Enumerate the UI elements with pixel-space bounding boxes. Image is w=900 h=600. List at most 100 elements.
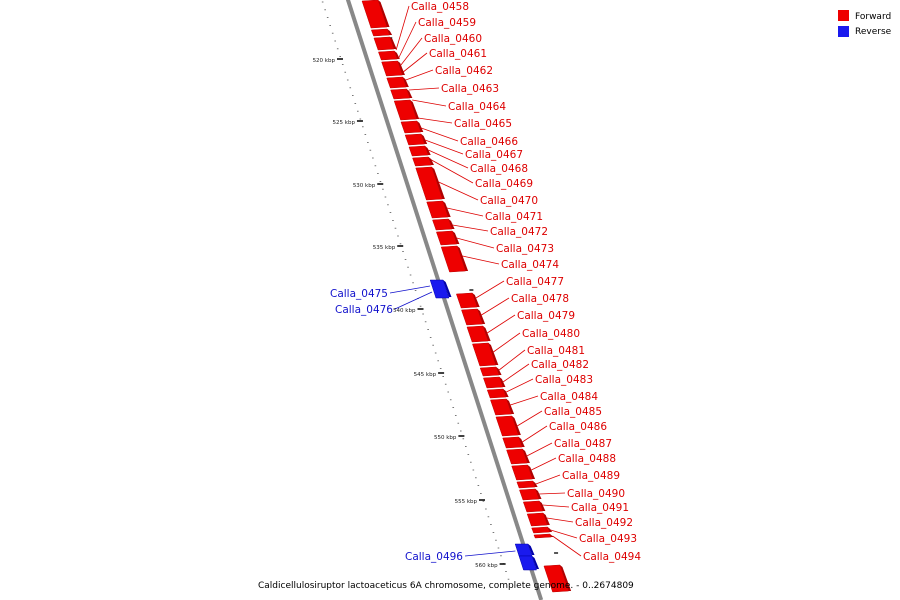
gene-label-forward[interactable]: Calla_0494 [583,551,641,563]
gene-label-forward[interactable]: Calla_0471 [485,211,543,223]
gene-label-forward[interactable]: Calla_0493 [579,533,637,545]
tick-label: 530 kbp [353,183,376,189]
labels-layer: Calla_0458 Calla_0459 Calla_0460 Calla_0461… [330,1,641,563]
gene-block-shade [394,51,400,59]
forward-gene-block[interactable] [378,50,398,61]
forward-gene-block[interactable] [486,388,507,399]
gene-block-shade [452,231,460,244]
leader-line [531,457,557,471]
tick-label: 545 kbp [414,372,437,378]
leader-line [542,504,570,508]
tick-label: 550 kbp [434,435,457,441]
gene-label-forward[interactable]: Calla_0481 [527,345,585,357]
legend-reverse-swatch [838,26,849,37]
gene-block-shade [528,544,535,555]
forward-gene-block[interactable] [408,145,429,157]
tick-label: 540 kbp [393,308,416,314]
gene-block-shade [443,280,452,297]
reverse-gene-block[interactable] [518,555,537,571]
reverse-gene-block[interactable] [429,279,450,299]
legend: Forward Reverse [838,10,892,37]
forward-gene-block[interactable] [412,156,432,167]
gene-block-shade [457,246,469,271]
gene-label-forward[interactable]: Calla_0484 [540,391,598,403]
gene-label-forward[interactable]: Calla_0462 [435,65,493,77]
leader-line [522,425,548,443]
gene-block-shade [406,89,413,98]
gene-block-shade [506,399,515,414]
gene-block-shade [389,37,397,49]
gene-block-shade [499,377,506,387]
gene-label-forward[interactable]: Calla_0490 [567,488,625,500]
forward-gene-block[interactable] [516,480,536,489]
gene-label-forward[interactable]: Calla_0482 [531,359,589,371]
gene-label-forward[interactable]: Calla_0464 [448,101,506,113]
gene-label-forward[interactable]: Calla_0461 [429,48,487,60]
gene-label-forward[interactable]: Calla_0468 [470,163,528,175]
legend-forward-label: Forward [855,12,891,22]
gene-label-forward[interactable]: Calla_0491 [571,502,629,514]
forward-gene-block[interactable] [533,533,552,539]
leader-line [506,378,534,393]
leader-line [552,535,582,557]
tick-label: 535 kbp [373,245,396,251]
gene-label-forward[interactable]: Calla_0463 [441,83,499,95]
gene-block-shade [549,534,554,537]
gene-label-forward[interactable]: Calla_0480 [522,328,580,340]
leader-line [526,442,553,457]
gene-label-forward[interactable]: Calla_0483 [535,374,593,386]
gene-block-shade [547,527,553,532]
forward-gene-block[interactable] [393,99,417,121]
features-layer [361,0,572,593]
gene-label-forward[interactable]: Calla_0477 [506,276,564,288]
leader-line [502,363,530,383]
gene-label-forward[interactable]: Calla_0465 [454,118,512,130]
leader-line [412,99,447,107]
gene-block-shade [482,326,491,341]
gene-block-shade [387,29,393,35]
gene-block-shade [539,501,546,511]
gene-label-forward[interactable]: Calla_0467 [465,149,523,161]
leader-line [535,474,561,485]
gene-label-reverse[interactable]: Calla_0476 [335,304,393,316]
gene-label-forward[interactable]: Calla_0479 [517,310,575,322]
leader-line [452,224,489,232]
forward-gene-block[interactable] [370,28,390,37]
gene-label-forward[interactable]: Calla_0460 [424,33,482,45]
gene-label-forward[interactable]: Calla_0487 [554,438,612,450]
gene-label-forward[interactable]: Calla_0458 [411,1,469,13]
gene-label-forward[interactable]: Calla_0489 [562,470,620,482]
leader-line [421,127,459,142]
leader-line [498,349,526,371]
genome-caption: Caldicellulosiruptor lactoaceticus 6A ch… [258,581,634,591]
gene-block-shade [428,157,434,165]
leader-line [405,69,434,81]
leader-line [516,410,543,427]
forward-gene-block[interactable] [390,88,411,100]
gene-block-shade [518,437,525,447]
gene-block-shade [410,100,420,119]
legend-reverse-label: Reverse [855,27,892,37]
gene-label-forward[interactable]: Calla_0459 [418,17,476,29]
gene-label-reverse[interactable]: Calla_0475 [330,288,388,300]
gene-label-reverse[interactable]: Calla_0496 [405,551,463,563]
gene-block-shade [503,389,509,397]
forward-gene-block[interactable] [495,415,519,437]
gene-label-forward[interactable]: Calla_0469 [475,178,533,190]
gene-label-forward[interactable]: Calla_0485 [544,406,602,418]
gene-label-forward[interactable]: Calla_0474 [501,259,559,271]
gene-label-forward[interactable]: Calla_0486 [549,421,607,433]
gene-label-forward[interactable]: Calla_0478 [511,293,569,305]
gene-label-forward[interactable]: Calla_0472 [490,226,548,238]
gene-label-forward[interactable]: Calla_0470 [480,195,538,207]
forward-gene-block[interactable] [479,366,500,377]
leader-line [546,517,574,523]
forward-gene-block[interactable] [531,526,550,534]
gene-label-forward[interactable]: Calla_0492 [575,517,633,529]
gene-label-forward[interactable]: Calla_0473 [496,243,554,255]
leader-line [510,395,539,406]
gene-label-forward[interactable]: Calla_0488 [558,453,616,465]
gene-label-forward[interactable]: Calla_0466 [460,136,518,148]
gene-block-shade [421,134,428,144]
leader-line [389,285,431,294]
